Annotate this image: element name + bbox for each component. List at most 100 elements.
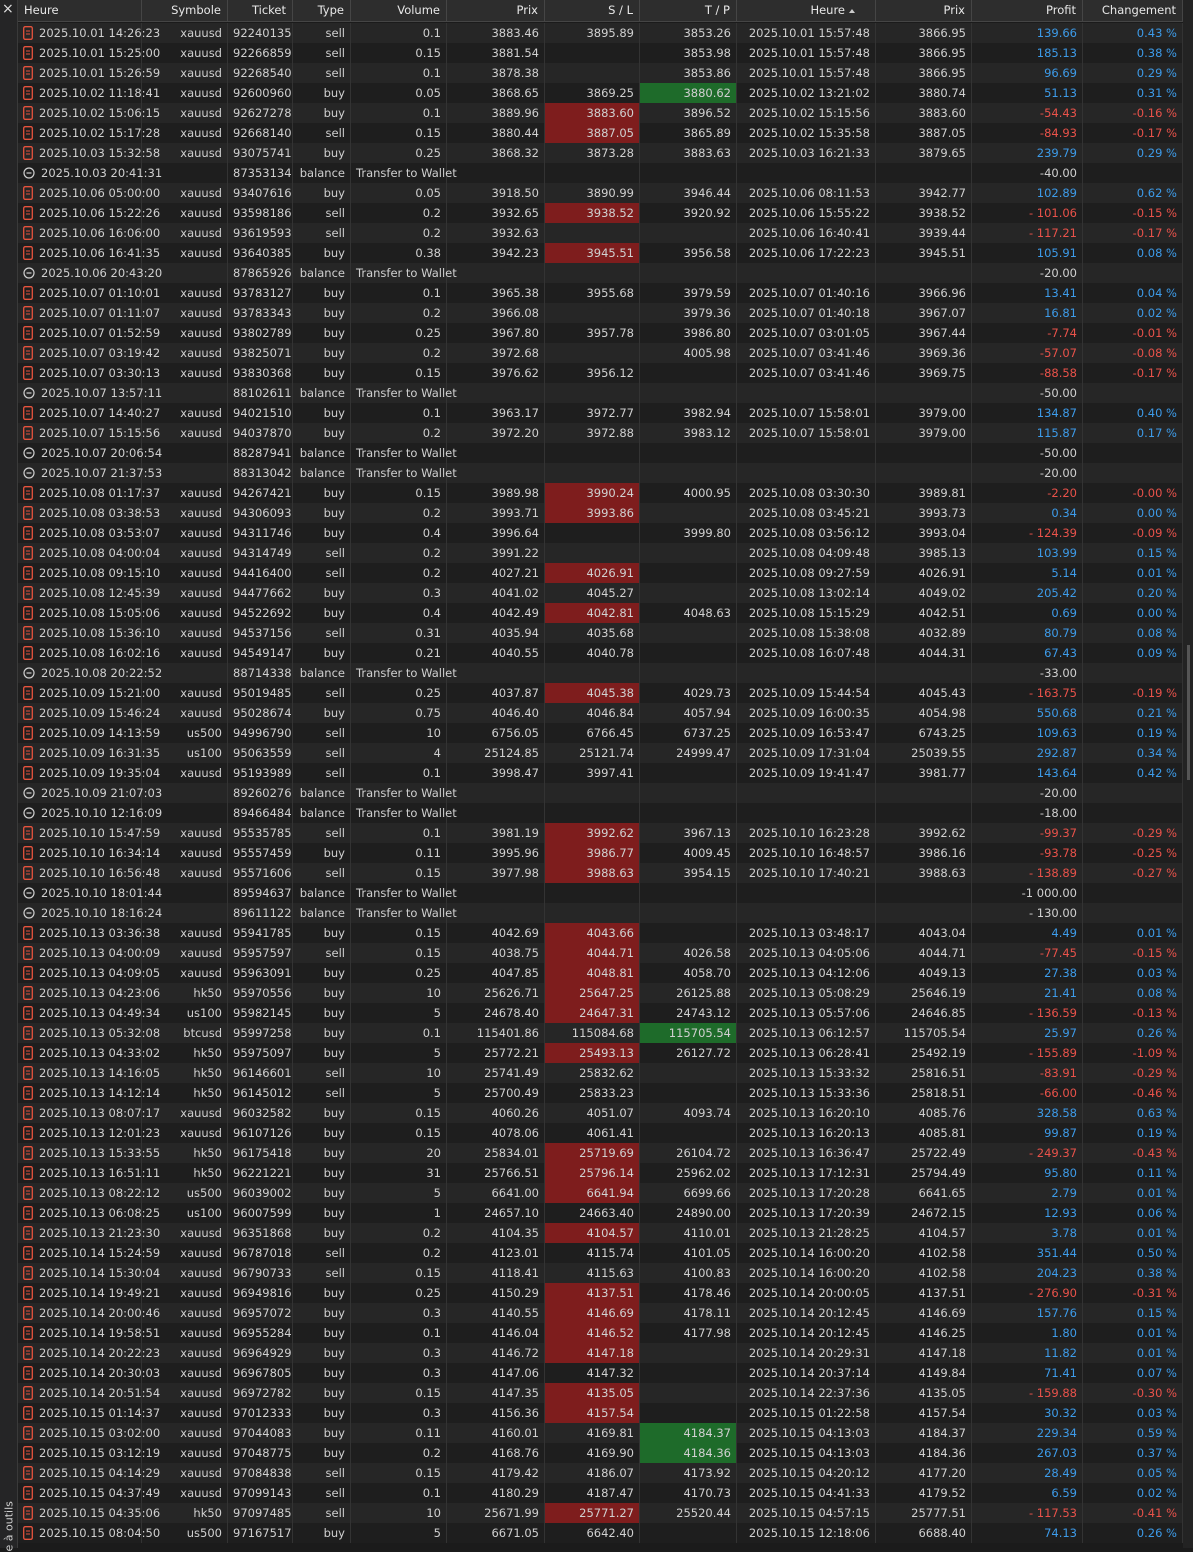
trade-row[interactable]: 2025.10.14 20:30:03 xauusd 96967805 buy 0.3 4… <box>18 1363 1183 1383</box>
trade-row[interactable]: 2025.10.15 03:12:19 xauusd 97048775 buy 0.2 4… <box>18 1443 1183 1463</box>
trade-row[interactable]: 2025.10.08 03:53:07 xauusd 94311746 buy 0.4 3… <box>18 523 1183 543</box>
trade-row[interactable]: 2025.10.13 04:09:05 xauusd 95963091 buy 0.25… <box>18 963 1183 983</box>
trade-row[interactable]: 2025.10.07 21:37:53 88313042 balance Transf… <box>18 463 1183 483</box>
toolbox-label[interactable]: e à outils <box>2 1501 16 1552</box>
trade-row[interactable]: 2025.10.15 01:14:37 xauusd 97012333 buy 0.3 4… <box>18 1403 1183 1423</box>
trade-row[interactable]: 2025.10.13 12:01:23 xauusd 96107126 buy 0.15… <box>18 1123 1183 1143</box>
trade-row[interactable]: 2025.10.13 03:36:38 xauusd 95941785 buy 0.15… <box>18 923 1183 943</box>
trade-row[interactable]: 2025.10.02 15:17:28 xauusd 92668140 sell 0.1… <box>18 123 1183 143</box>
cell-text: 25834.01 <box>484 1146 539 1160</box>
trade-row[interactable]: 2025.10.08 03:38:53 xauusd 94306093 buy 0.2 3… <box>18 503 1183 523</box>
cell-text: 4104.57 <box>586 1226 634 1240</box>
trade-row[interactable]: 2025.10.13 14:12:14 hk50 96145012 sell 5 2570… <box>18 1083 1183 1103</box>
trade-row[interactable]: 2025.10.01 15:25:00 xauusd 92266859 sell 0.1… <box>18 43 1183 63</box>
trade-row[interactable]: 2025.10.08 12:45:39 xauusd 94477662 buy 0.3 4… <box>18 583 1183 603</box>
column-header[interactable]: Volume <box>351 0 447 22</box>
column-header[interactable]: Profit <box>972 0 1083 22</box>
column-header[interactable]: Prix <box>447 0 545 22</box>
column-header[interactable]: S / L <box>545 0 640 22</box>
trade-row[interactable]: 2025.10.13 08:22:12 us500 96039002 buy 5 6641… <box>18 1183 1183 1203</box>
trade-row[interactable]: 2025.10.06 16:06:00 xauusd 93619593 sell 0.2… <box>18 223 1183 243</box>
cell-text: 2025.10.06 20:43:20 <box>41 266 163 280</box>
trade-row[interactable]: 2025.10.15 04:14:29 xauusd 97084838 sell 0.1… <box>18 1463 1183 1483</box>
trade-row[interactable]: 2025.10.01 14:26:23 xauusd 92240135 sell 0.1… <box>18 23 1183 43</box>
trade-row[interactable]: 2025.10.13 08:07:17 xauusd 96032582 buy 0.15… <box>18 1103 1183 1123</box>
trade-row[interactable]: 2025.10.14 15:24:59 xauusd 96787018 sell 0.2… <box>18 1243 1183 1263</box>
trade-row[interactable]: 2025.10.03 20:41:31 87353134 balance Transf… <box>18 163 1183 183</box>
trade-row[interactable]: 2025.10.13 06:08:25 us100 96007599 buy 1 2465… <box>18 1203 1183 1223</box>
trade-row[interactable]: 2025.10.07 13:57:11 88102611 balance Transf… <box>18 383 1183 403</box>
close-button[interactable]: × <box>2 1 14 17</box>
column-header[interactable]: Changement <box>1083 0 1183 22</box>
trade-row[interactable]: 2025.10.09 21:07:03 89260276 balance Transf… <box>18 783 1183 803</box>
trade-row[interactable]: 2025.10.15 03:02:00 xauusd 97044083 buy 0.11… <box>18 1423 1183 1443</box>
trade-row[interactable]: 2025.10.08 15:36:10 xauusd 94537156 sell 0.3… <box>18 623 1183 643</box>
cell-text: 4102.58 <box>918 1266 966 1280</box>
trade-row[interactable]: 2025.10.15 04:35:06 hk50 97097485 sell 10 256… <box>18 1503 1183 1523</box>
trade-row[interactable]: 2025.10.08 04:00:04 xauusd 94314749 sell 0.2… <box>18 543 1183 563</box>
column-header[interactable]: Type <box>293 0 351 22</box>
trade-row[interactable]: 2025.10.08 09:15:10 xauusd 94416400 sell 0.2… <box>18 563 1183 583</box>
trade-row[interactable]: 2025.10.13 14:16:05 hk50 96146601 sell 10 257… <box>18 1063 1183 1083</box>
trade-row[interactable]: 2025.10.07 03:19:42 xauusd 93825071 buy 0.2 3… <box>18 343 1183 363</box>
trade-row[interactable]: 2025.10.07 20:06:54 88287941 balance Transf… <box>18 443 1183 463</box>
trade-row[interactable]: 2025.10.13 21:23:30 xauusd 96351868 buy 0.2 4… <box>18 1223 1183 1243</box>
trade-row[interactable]: 2025.10.07 01:10:01 xauusd 93783127 buy 0.1 3… <box>18 283 1183 303</box>
trade-row[interactable]: 2025.10.06 05:00:00 xauusd 93407616 buy 0.05… <box>18 183 1183 203</box>
trade-row[interactable]: 2025.10.10 18:16:24 89611122 balance Transf… <box>18 903 1183 923</box>
trade-row[interactable]: 2025.10.14 15:30:04 xauusd 96790733 sell 0.1… <box>18 1263 1183 1283</box>
trade-row[interactable]: 2025.10.08 20:22:52 88714338 balance Transf… <box>18 663 1183 683</box>
trade-row[interactable]: 2025.10.08 01:17:37 xauusd 94267421 buy 0.15… <box>18 483 1183 503</box>
trade-row[interactable]: 2025.10.09 15:21:00 xauusd 95019485 sell 0.2… <box>18 683 1183 703</box>
trade-row[interactable]: 2025.10.07 01:11:07 xauusd 93783343 buy 0.2 3… <box>18 303 1183 323</box>
trade-row[interactable]: 2025.10.10 12:16:09 89466484 balance Transf… <box>18 803 1183 823</box>
trade-row[interactable]: 2025.10.10 15:47:59 xauusd 95535785 sell 0.1… <box>18 823 1183 843</box>
trade-row[interactable]: 2025.10.06 16:41:35 xauusd 93640385 buy 0.38… <box>18 243 1183 263</box>
trade-row[interactable]: 2025.10.13 15:33:55 hk50 96175418 buy 20 2583… <box>18 1143 1183 1163</box>
trade-row[interactable]: 2025.10.08 16:02:16 xauusd 94549147 buy 0.21… <box>18 643 1183 663</box>
column-header[interactable]: Symbole <box>142 0 228 22</box>
trade-row[interactable]: 2025.10.01 15:26:59 xauusd 92268540 sell 0.1… <box>18 63 1183 83</box>
column-header[interactable]: T / P <box>640 0 737 22</box>
cell-text: 94522692 <box>233 606 292 620</box>
trade-row[interactable]: 2025.10.13 16:51:11 hk50 96221221 buy 31 2576… <box>18 1163 1183 1183</box>
trade-row[interactable]: 2025.10.15 08:04:50 us500 97167517 buy 5 6671… <box>18 1523 1183 1543</box>
trade-row[interactable]: 2025.10.06 15:22:26 xauusd 93598186 sell 0.2… <box>18 203 1183 223</box>
trade-row[interactable]: 2025.10.13 05:32:08 btcusd 95997258 buy 0.1 1… <box>18 1023 1183 1043</box>
column-header[interactable]: Prix <box>876 0 972 22</box>
trade-row[interactable]: 2025.10.13 04:49:34 us100 95982145 buy 5 2467… <box>18 1003 1183 1023</box>
trade-row[interactable]: 2025.10.07 14:40:27 xauusd 94021510 buy 0.1 3… <box>18 403 1183 423</box>
trade-row[interactable]: 2025.10.14 20:00:46 xauusd 96957072 buy 0.3 4… <box>18 1303 1183 1323</box>
trade-row[interactable]: 2025.10.10 16:34:14 xauusd 95557459 buy 0.11… <box>18 843 1183 863</box>
trade-row[interactable]: 2025.10.14 20:51:54 xauusd 96972782 buy 0.15… <box>18 1383 1183 1403</box>
trade-row[interactable]: 2025.10.08 15:05:06 xauusd 94522692 buy 0.4 4… <box>18 603 1183 623</box>
column-header[interactable]: Ticket <box>228 0 293 22</box>
scroll-thumb[interactable] <box>1187 645 1190 780</box>
cell-text: -20.00 <box>1039 266 1077 280</box>
trade-row[interactable]: 2025.10.09 19:35:04 xauusd 95193989 sell 0.1… <box>18 763 1183 783</box>
trade-row[interactable]: 2025.10.14 19:49:21 xauusd 96949816 buy 0.25… <box>18 1283 1183 1303</box>
cell: 2025.10.08 09:15:10 <box>18 563 160 583</box>
trade-row[interactable]: 2025.10.03 15:32:58 xauusd 93075741 buy 0.25… <box>18 143 1183 163</box>
trade-row[interactable]: 2025.10.14 20:22:23 xauusd 96964929 buy 0.3 4… <box>18 1343 1183 1363</box>
trade-row[interactable]: 2025.10.09 15:46:24 xauusd 95028674 buy 0.75… <box>18 703 1183 723</box>
trade-row[interactable]: 2025.10.09 14:13:59 us500 94996790 sell 10 67… <box>18 723 1183 743</box>
column-header[interactable]: Heure <box>737 0 876 22</box>
trade-row[interactable]: 2025.10.07 15:15:56 xauusd 94037870 buy 0.2 3… <box>18 423 1183 443</box>
trade-row[interactable]: 2025.10.10 18:01:44 89594637 balance Transf… <box>18 883 1183 903</box>
column-header[interactable]: Heure <box>18 0 142 22</box>
trade-row[interactable]: 2025.10.15 04:37:49 xauusd 97099143 sell 0.1… <box>18 1483 1183 1503</box>
cell-text: buy <box>323 966 345 980</box>
trade-row[interactable]: 2025.10.13 04:00:09 xauusd 95957597 sell 0.1… <box>18 943 1183 963</box>
trade-row[interactable]: 2025.10.02 15:06:15 xauusd 92627278 buy 0.1 3… <box>18 103 1183 123</box>
trade-row[interactable]: 2025.10.13 04:23:06 hk50 95970556 buy 10 2562… <box>18 983 1183 1003</box>
trade-row[interactable]: 2025.10.02 11:18:41 xauusd 92600960 buy 0.05… <box>18 83 1183 103</box>
trade-row[interactable]: 2025.10.14 19:58:51 xauusd 96955284 buy 0.1 4… <box>18 1323 1183 1343</box>
trade-row[interactable]: 2025.10.13 04:33:02 hk50 95975097 buy 5 25772… <box>18 1043 1183 1063</box>
trade-row[interactable]: 2025.10.09 16:31:35 us100 95063559 sell 4 251… <box>18 743 1183 763</box>
trade-row[interactable]: 2025.10.10 16:56:48 xauusd 95571606 sell 0.1… <box>18 863 1183 883</box>
trade-row[interactable]: 2025.10.06 20:43:20 87865926 balance Transf… <box>18 263 1183 283</box>
trade-row[interactable]: 2025.10.07 01:52:59 xauusd 93802789 buy 0.25… <box>18 323 1183 343</box>
trade-row[interactable]: 2025.10.07 03:30:13 xauusd 93830368 buy 0.15… <box>18 363 1183 383</box>
scrollbar[interactable] <box>1183 0 1193 1548</box>
